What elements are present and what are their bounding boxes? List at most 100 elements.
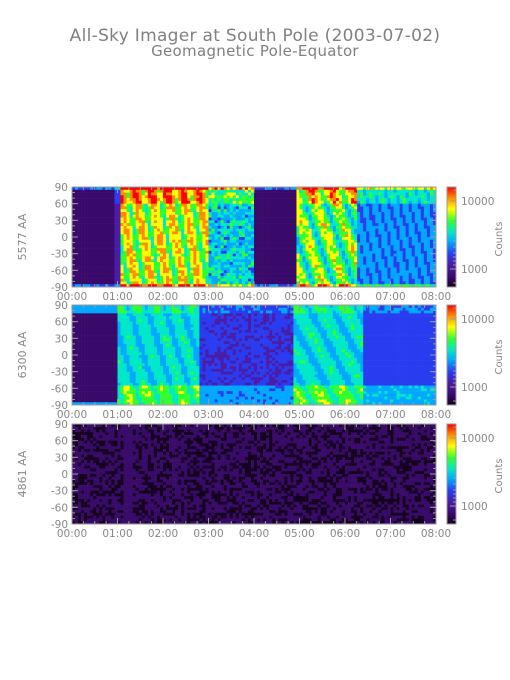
heatmap-cell [429,264,434,268]
heatmap-cell [72,250,76,254]
heatmap-cell [84,396,88,400]
heatmap-cell [153,273,158,277]
heatmap-cell [129,217,133,221]
heatmap-cell [108,374,112,378]
heatmap-cell [193,262,197,266]
heatmap-cell [81,318,85,322]
heatmap-cell [372,189,376,193]
heatmap-cell [111,256,115,260]
heatmap-cell [281,228,285,232]
heatmap-cell [105,189,109,193]
heatmap-cell [78,330,82,334]
heatmap-cell [257,200,261,204]
heatmap-cell [166,198,170,202]
heatmap-cell [144,242,149,246]
heatmap-cell [99,256,103,260]
heatmap-cell [126,267,130,271]
heatmap-cell [384,239,388,243]
heatmap-cell [72,264,76,268]
heatmap-cell [290,198,294,202]
heatmap-cell [411,234,416,238]
heatmap-cell [247,237,252,241]
heatmap-cell [338,270,343,274]
heatmap-cell [169,220,173,224]
heatmap-cell [78,371,82,375]
heatmap-cell [345,259,349,263]
heatmap-cell [257,259,261,263]
heatmap-cell [311,284,315,288]
heatmap-cell [102,262,106,266]
heatmap-cell [93,281,97,285]
heatmap-cell [305,203,309,207]
heatmap-cell [175,273,179,277]
heatmap-cell [75,321,79,325]
heatmap-cell [84,192,88,196]
heatmap-cell [238,228,243,232]
heatmap-cell [311,245,315,249]
heatmap-cell [135,234,140,238]
heatmap-cell [369,198,373,202]
heatmap-cell [314,198,318,202]
heatmap-cell [299,237,303,241]
heatmap-cell [235,231,240,235]
heatmap-cell [299,245,303,249]
heatmap-cell [296,259,300,263]
heatmap-cell [269,214,273,218]
heatmap-cell [305,200,309,204]
heatmap-cell [423,256,428,260]
heatmap-cell [193,264,197,268]
heatmap-cell [332,273,337,277]
heatmap-cell [226,231,231,235]
heatmap-cell [405,231,409,235]
heatmap-cell [81,399,85,403]
heatmap-cell [84,250,88,254]
heatmap-cell [172,192,176,196]
heatmap-cell [129,200,133,204]
chart-subtitle: Geomagnetic Pole-Equator [151,42,359,60]
heatmap-cell [232,195,237,199]
heatmap-cell [420,225,425,229]
heatmap-cell [178,192,182,196]
heatmap-cell [214,262,218,266]
heatmap-cell [311,234,315,238]
heatmap-cell [284,267,288,271]
heatmap-cell [156,225,161,229]
heatmap-cell [341,189,346,193]
heatmap-cell [169,198,173,202]
heatmap-cell [181,284,185,288]
heatmap-cell [166,259,170,263]
heatmap-cell [384,195,388,199]
heatmap-cell [166,223,170,227]
heatmap-cell [387,225,391,229]
heatmap-cell [75,237,79,241]
heatmap-cell [111,382,115,386]
heatmap-cell [414,231,419,235]
heatmap-cell [235,256,240,260]
heatmap-cell [341,225,346,229]
heatmap-cell [81,310,85,314]
heatmap-cell [211,200,215,204]
heatmap-cell [414,259,419,263]
heatmap-cell [360,259,364,263]
heatmap-cell [393,225,397,229]
heatmap-cell [345,264,349,268]
heatmap-cell [420,206,425,210]
heatmap-cell [317,270,322,274]
heatmap-cell [193,248,197,252]
heatmap-cell [323,234,328,238]
heatmap-cell [90,239,94,243]
heatmap-cell [378,256,382,260]
heatmap-cell [335,209,340,213]
heatmap-cell [81,250,85,254]
heatmap-cell [278,220,282,224]
heatmap-cell [129,250,133,254]
heatmap-cell [375,239,379,243]
heatmap-cell [369,228,373,232]
heatmap-cell [299,250,303,254]
heatmap-cell [375,192,379,196]
heatmap-cell [290,192,294,196]
heatmap-cell [366,262,370,266]
heatmap-cell [87,346,91,350]
heatmap-cell [99,273,103,277]
heatmap-cell [93,209,97,213]
